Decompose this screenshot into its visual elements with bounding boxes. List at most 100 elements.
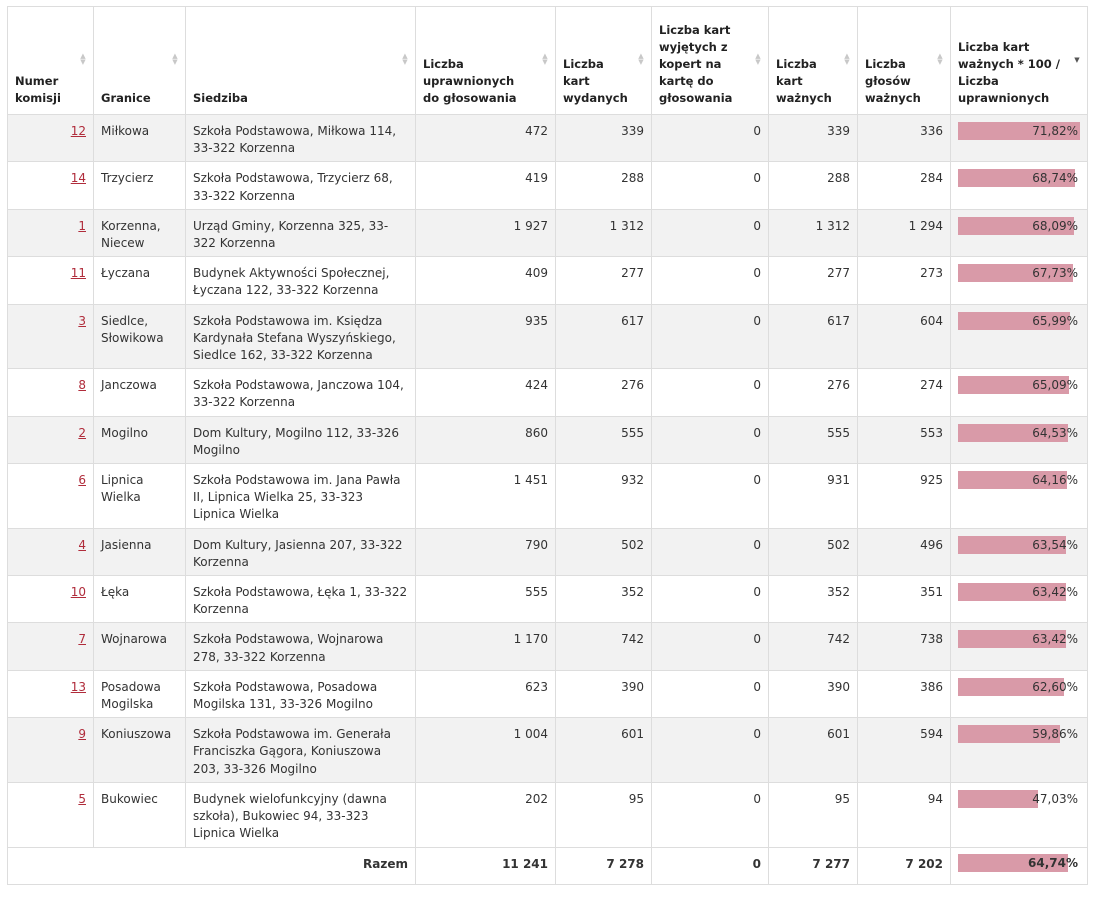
frekwencja-bar: 63,42% bbox=[958, 583, 1080, 602]
frekwencja-value: 63,54% bbox=[1032, 537, 1078, 552]
cell-wydanych: 339 bbox=[555, 113, 652, 163]
frekwencja-value: 62,60% bbox=[1032, 679, 1078, 694]
komisja-link[interactable]: 7 bbox=[78, 632, 86, 647]
frekwencja-bar: 62,60% bbox=[958, 677, 1080, 696]
column-header-waznych[interactable]: Liczba kart ważnych ▲ ▼ bbox=[768, 6, 858, 115]
column-header-granice[interactable]: Granice ▲ ▼ bbox=[93, 6, 186, 115]
cell-wydanych: 617 bbox=[555, 303, 652, 370]
cell-siedziba: Szkoła Podstawowa, Trzycierz 68, 33-322 … bbox=[185, 161, 416, 210]
cell-uprawnionych: 935 bbox=[415, 303, 556, 370]
cell-granice: Łyczana bbox=[93, 256, 186, 305]
cell-uprawnionych: 1 927 bbox=[415, 208, 556, 258]
cell-waznych: 1 312 bbox=[768, 208, 858, 258]
header-label: Siedziba bbox=[193, 91, 248, 105]
komisja-link[interactable]: 14 bbox=[70, 171, 86, 186]
cell-waznych: 502 bbox=[768, 527, 858, 577]
table-body: 12 Miłkowa Szkoła Podstawowa, Miłkowa 114,… bbox=[7, 113, 1088, 848]
cell-wydanych: 276 bbox=[555, 368, 652, 417]
header-row: Numer komisji ▲ ▼ Granice ▲ ▼ Siedziba ▲ ▼ Lic… bbox=[7, 6, 1088, 115]
results-table-container: Numer komisji ▲ ▼ Granice ▲ ▼ Siedziba ▲ ▼ Lic… bbox=[7, 6, 1088, 885]
frekwencja-bar: 68,09% bbox=[958, 216, 1080, 235]
cell-siedziba: Szkoła Podstawowa im. Jana Pawła II, Lip… bbox=[185, 463, 416, 529]
cell-wydanych: 742 bbox=[555, 622, 652, 671]
frekwencja-bar-fill bbox=[958, 583, 1066, 602]
cell-frekwencja: 65,09% bbox=[950, 368, 1088, 417]
frekwencja-bar-fill bbox=[958, 535, 1066, 554]
table-row: 5 Bukowiec Budynek wielofunkcyjny (dawna s… bbox=[7, 781, 1088, 848]
cell-uprawnionych: 790 bbox=[415, 527, 556, 577]
cell-granice: Lipnica Wielka bbox=[93, 463, 186, 529]
frekwencja-value: 64,74% bbox=[1028, 855, 1078, 870]
cell-glosow: 336 bbox=[857, 113, 951, 163]
cell-wydanych: 1 312 bbox=[555, 208, 652, 258]
column-header-siedziba[interactable]: Siedziba ▲ ▼ bbox=[185, 6, 416, 115]
table-row: 4 Jasienna Dom Kultury, Jasienna 207, 33-3… bbox=[7, 527, 1088, 577]
frekwencja-value: 65,99% bbox=[1032, 313, 1078, 328]
frekwencja-value: 64,53% bbox=[1032, 425, 1078, 440]
cell-numer: 6 bbox=[7, 463, 94, 529]
frekwencja-value: 67,73% bbox=[1032, 266, 1078, 281]
komisja-link[interactable]: 10 bbox=[70, 585, 86, 600]
frekwencja-bar: 71,82% bbox=[958, 122, 1080, 140]
cell-granice: Janczowa bbox=[93, 368, 186, 417]
frekwencja-value: 63,42% bbox=[1032, 632, 1078, 647]
cell-wyjetych: 0 bbox=[651, 368, 769, 417]
column-header-wydanych[interactable]: Liczba kart wydanych ▲ ▼ bbox=[555, 6, 652, 115]
komisja-link[interactable]: 13 bbox=[70, 679, 86, 694]
sort-icon: ▲ ▼ bbox=[542, 52, 548, 66]
header-label: Granice bbox=[101, 91, 151, 105]
cell-glosow: 351 bbox=[857, 575, 951, 624]
frekwencja-value: 64,16% bbox=[1032, 473, 1078, 488]
table-row: 8 Janczowa Szkoła Podstawowa, Janczowa 104… bbox=[7, 368, 1088, 417]
komisja-link[interactable]: 5 bbox=[78, 791, 86, 806]
komisja-link[interactable]: 11 bbox=[70, 266, 86, 281]
cell-frekwencja: 68,74% bbox=[950, 161, 1088, 210]
komisja-link[interactable]: 6 bbox=[78, 473, 86, 488]
cell-glosow: 273 bbox=[857, 256, 951, 305]
column-header-numer[interactable]: Numer komisji ▲ ▼ bbox=[7, 6, 94, 115]
frekwencja-bar-fill bbox=[958, 471, 1067, 490]
komisja-link[interactable]: 9 bbox=[78, 727, 86, 742]
frekwencja-bar-fill bbox=[958, 725, 1060, 744]
column-header-wyjetych[interactable]: Liczba kart wyjętych z kopert na kartę d… bbox=[651, 6, 769, 115]
cell-uprawnionych: 1 004 bbox=[415, 717, 556, 783]
frekwencja-bar-fill bbox=[958, 376, 1069, 395]
cell-numer: 5 bbox=[7, 781, 94, 848]
cell-frekwencja: 63,54% bbox=[950, 527, 1088, 577]
total-frekwencja: 64,74% bbox=[950, 846, 1088, 885]
cell-siedziba: Budynek wielofunkcyjny (dawna szkoła), B… bbox=[185, 781, 416, 848]
cell-wydanych: 288 bbox=[555, 161, 652, 210]
cell-uprawnionych: 860 bbox=[415, 415, 556, 465]
cell-waznych: 352 bbox=[768, 575, 858, 624]
cell-uprawnionych: 623 bbox=[415, 669, 556, 719]
cell-siedziba: Szkoła Podstawowa, Łęka 1, 33-322 Korzen… bbox=[185, 575, 416, 624]
cell-frekwencja: 64,16% bbox=[950, 463, 1088, 529]
komisja-link[interactable]: 1 bbox=[78, 218, 86, 233]
cell-uprawnionych: 419 bbox=[415, 161, 556, 210]
cell-siedziba: Szkoła Podstawowa, Posadowa Mogilska 131… bbox=[185, 669, 416, 719]
komisja-link[interactable]: 8 bbox=[78, 378, 86, 393]
frekwencja-bar: 47,03% bbox=[958, 789, 1080, 808]
cell-frekwencja: 64,53% bbox=[950, 415, 1088, 465]
total-wyjetych: 0 bbox=[651, 846, 769, 885]
cell-siedziba: Szkoła Podstawowa, Janczowa 104, 33-322 … bbox=[185, 368, 416, 417]
cell-uprawnionych: 555 bbox=[415, 575, 556, 624]
cell-waznych: 601 bbox=[768, 717, 858, 783]
table-row: 7 Wojnarowa Szkoła Podstawowa, Wojnarowa 2… bbox=[7, 622, 1088, 671]
column-header-frekwencja[interactable]: Liczba kart ważnych * 100 / Liczba upraw… bbox=[950, 6, 1088, 115]
komisja-link[interactable]: 3 bbox=[78, 313, 86, 328]
komisja-link[interactable]: 4 bbox=[78, 537, 86, 552]
komisja-link[interactable]: 2 bbox=[78, 425, 86, 440]
cell-uprawnionych: 1 451 bbox=[415, 463, 556, 529]
cell-wydanych: 390 bbox=[555, 669, 652, 719]
cell-glosow: 738 bbox=[857, 622, 951, 671]
column-header-uprawnionych[interactable]: Liczba uprawnionych do głosowania ▲ ▼ bbox=[415, 6, 556, 115]
komisja-link[interactable]: 12 bbox=[70, 124, 86, 138]
header-label: Liczba kart ważnych * 100 / Liczba upraw… bbox=[958, 40, 1060, 105]
cell-frekwencja: 63,42% bbox=[950, 622, 1088, 671]
column-header-glosow[interactable]: Liczba głosów ważnych ▲ ▼ bbox=[857, 6, 951, 115]
cell-granice: Mogilno bbox=[93, 415, 186, 465]
cell-glosow: 94 bbox=[857, 781, 951, 848]
cell-glosow: 284 bbox=[857, 161, 951, 210]
cell-numer: 3 bbox=[7, 303, 94, 370]
